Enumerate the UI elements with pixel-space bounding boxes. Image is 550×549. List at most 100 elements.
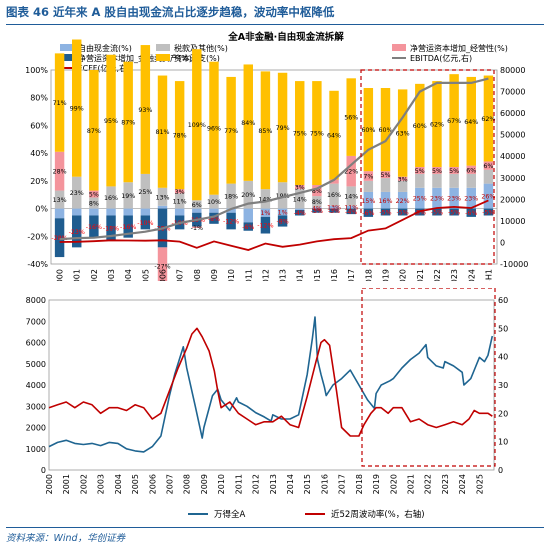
x-tick-label: 2002 bbox=[79, 474, 88, 494]
data-label: 87% bbox=[87, 128, 101, 135]
x-tick-label: 2020 bbox=[399, 269, 408, 281]
data-label: -4% bbox=[294, 210, 306, 217]
data-label: 71% bbox=[53, 100, 67, 107]
x-tick-label: 2012 bbox=[261, 269, 270, 281]
data-label: -10% bbox=[137, 220, 153, 227]
bar-segment-capex bbox=[380, 88, 391, 172]
bar-segment-capex bbox=[123, 61, 133, 183]
bar-segment-op_fcf bbox=[72, 208, 82, 216]
legend-swatch bbox=[156, 44, 170, 51]
data-label: 10% bbox=[207, 199, 221, 206]
bar-segment-wc_operating bbox=[295, 185, 305, 190]
bar-segment-capex bbox=[209, 61, 219, 195]
bar-segment-op_fcf bbox=[157, 205, 168, 209]
data-label: 23% bbox=[70, 190, 84, 197]
legend-swatch bbox=[60, 44, 74, 51]
bar-segment-tax_fees bbox=[483, 169, 494, 184]
bar-segment-wc_finance bbox=[329, 208, 339, 213]
bar-segment-capex bbox=[192, 49, 202, 201]
data-label: 14% bbox=[258, 196, 272, 203]
legend-label: 自由现金流(%) bbox=[78, 43, 132, 53]
bar-segment-op_fcf bbox=[415, 187, 425, 209]
x-tick-label: 2024 bbox=[458, 474, 467, 494]
bar-segment-wc_operating bbox=[54, 151, 65, 191]
bar-segment-wc_finance bbox=[432, 208, 442, 216]
bar-segment-capex bbox=[432, 81, 442, 167]
x-tick-label: 2015 bbox=[313, 269, 322, 281]
x-tick-label: 2017 bbox=[347, 269, 356, 281]
bar-segment-capex bbox=[295, 81, 305, 186]
bar-segment-tax_fees bbox=[106, 186, 116, 209]
y-tick-label-right: 20000 bbox=[500, 195, 525, 204]
x-tick-label: 2013 bbox=[279, 269, 288, 281]
y-tick-label-left: 80% bbox=[30, 94, 48, 103]
bar-segment-tax_fees bbox=[192, 200, 202, 209]
x-tick-label: 2003 bbox=[107, 269, 116, 281]
legend-swatch bbox=[60, 54, 74, 61]
data-label: 8% bbox=[89, 201, 99, 208]
data-label: -5% bbox=[379, 210, 391, 217]
bar-segment-capex bbox=[140, 45, 151, 174]
bar-segment-wc_finance bbox=[483, 208, 494, 216]
x-tick-label: 2007 bbox=[166, 474, 175, 494]
bar-segment-wc_operating bbox=[89, 190, 99, 198]
bar-segment-capex bbox=[89, 70, 99, 191]
bar-segment-op_fcf bbox=[346, 205, 356, 209]
x-tick-label: 2000 bbox=[45, 474, 54, 494]
bar-segment-op_fcf bbox=[89, 208, 99, 216]
bar-segment-op_fcf bbox=[243, 208, 253, 223]
bar-segment-capex bbox=[449, 74, 459, 167]
bar-segment-wc_finance bbox=[140, 215, 151, 230]
bar-segment-tax_fees bbox=[277, 182, 288, 209]
data-label: 56% bbox=[344, 115, 358, 122]
data-label: -1% bbox=[191, 225, 203, 232]
x-tick-label: 2021 bbox=[416, 269, 425, 281]
y-tick-label-right: 60000 bbox=[500, 109, 525, 118]
data-label: 23% bbox=[430, 196, 444, 203]
bar-segment-wc_finance bbox=[380, 208, 391, 216]
data-label: 18% bbox=[224, 194, 238, 201]
x-tick-label: 2001 bbox=[73, 269, 82, 281]
bar-segment-capex bbox=[483, 75, 494, 162]
bar-segment-op_fcf bbox=[140, 208, 151, 216]
x-tick-label: 2011 bbox=[244, 269, 253, 281]
data-label: -23% bbox=[69, 229, 85, 236]
x-tick-label: 2008 bbox=[183, 474, 192, 494]
x-tick-label: 2009 bbox=[210, 269, 219, 281]
bar-segment-capex bbox=[157, 75, 168, 188]
legend-label: 净营运资本增加_经营性(%) bbox=[410, 43, 508, 53]
data-label: 28% bbox=[53, 169, 67, 176]
data-label: 20% bbox=[241, 192, 255, 199]
x-tick-label: 2023 bbox=[441, 474, 450, 494]
bar-segment-tax_fees bbox=[363, 180, 374, 192]
y-tick-label-right: 40000 bbox=[500, 152, 525, 161]
y-tick-label-right: 50 bbox=[498, 324, 508, 333]
y-tick-label-left: 20% bbox=[30, 177, 48, 186]
x-tick-label: 2004 bbox=[124, 269, 133, 281]
chart-title: 全A非金融·自由现金流拆解 bbox=[227, 31, 344, 43]
y-tick-label-left: 3000 bbox=[26, 402, 46, 411]
y-tick-label-right: 70000 bbox=[500, 88, 525, 97]
data-label: 8% bbox=[312, 188, 322, 195]
bar-segment-wc_finance bbox=[363, 208, 374, 217]
x-tick-label: 2011 bbox=[234, 474, 243, 494]
y-tick-label-left: 5000 bbox=[26, 360, 46, 369]
bar-segment-wc_finance bbox=[449, 208, 459, 216]
x-tick-label: 2003 bbox=[97, 474, 106, 494]
source-rule bbox=[6, 527, 544, 528]
data-label: 6% bbox=[466, 167, 476, 174]
bar-segment-wc_operating bbox=[329, 179, 339, 184]
data-label: 60% bbox=[379, 127, 393, 134]
x-tick-label: 2025 bbox=[475, 474, 484, 494]
bar-segment-tax_fees bbox=[54, 190, 65, 209]
x-tick-label: 2005 bbox=[131, 474, 140, 494]
data-label: 81% bbox=[156, 129, 170, 136]
x-tick-label: 2018 bbox=[355, 474, 364, 494]
data-label: 5% bbox=[381, 172, 391, 179]
x-tick-label: 2019 bbox=[382, 269, 391, 281]
bar-segment-tax_fees bbox=[397, 180, 408, 192]
bar-segment-wc_finance bbox=[277, 215, 288, 227]
y-tick-label-right: 50000 bbox=[500, 131, 525, 140]
data-label: 4% bbox=[312, 205, 322, 212]
bar-segment-op_fcf bbox=[192, 208, 202, 213]
